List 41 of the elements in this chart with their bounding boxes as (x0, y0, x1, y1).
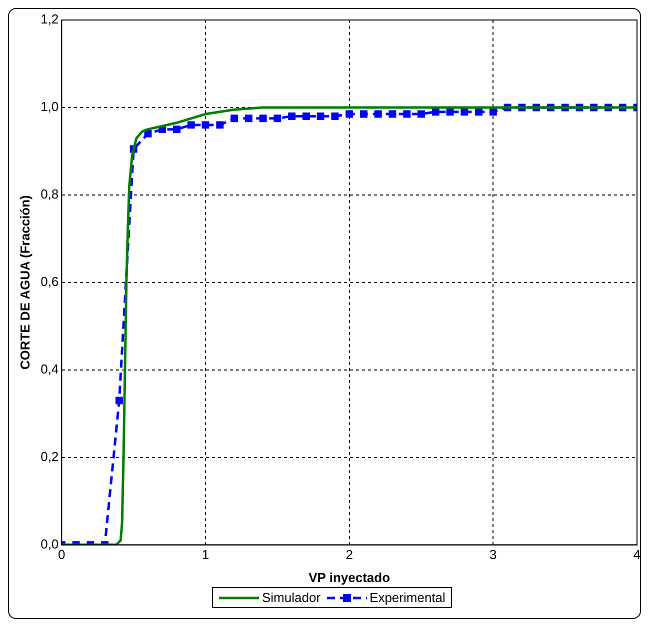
point (230, 114, 238, 122)
point (302, 112, 310, 120)
point (446, 108, 454, 116)
point (216, 121, 224, 129)
point (374, 110, 382, 118)
point (244, 114, 252, 122)
y-tick-label: 0,0 (40, 536, 59, 552)
point (187, 121, 195, 129)
y-tick-label: 0,4 (40, 361, 59, 376)
point (475, 108, 483, 116)
point (288, 112, 296, 120)
x-axis-title: VP inyectado (308, 570, 390, 585)
y-tick-label: 0,8 (40, 186, 59, 202)
legend-label: Simulador (262, 590, 321, 605)
point (316, 112, 324, 120)
point (460, 108, 468, 116)
point (432, 108, 440, 116)
point (173, 126, 180, 134)
point (259, 114, 267, 122)
x-tick-label: 3 (490, 547, 497, 562)
y-tick-label: 0,6 (40, 274, 59, 289)
point (144, 130, 152, 138)
point (331, 112, 339, 120)
point (346, 110, 354, 118)
y-tick-label: 1,2 (40, 12, 59, 27)
point (403, 110, 411, 118)
x-tick-label: 2 (346, 547, 353, 562)
x-tick-label: 1 (202, 547, 210, 562)
y-axis-title: CORTE DE AGUA (Fracción) (17, 195, 32, 370)
y-tick-label: 0,2 (40, 448, 59, 464)
point (388, 110, 396, 118)
point (274, 114, 282, 122)
legend-label: Experimental (370, 590, 446, 605)
point (489, 108, 497, 116)
point (202, 121, 210, 129)
point (418, 110, 425, 118)
x-tick-label: 4 (633, 547, 641, 562)
point (115, 396, 123, 404)
y-tick-label: 1,0 (40, 99, 59, 114)
x-tick-label: 0 (58, 547, 66, 562)
point (360, 110, 368, 118)
